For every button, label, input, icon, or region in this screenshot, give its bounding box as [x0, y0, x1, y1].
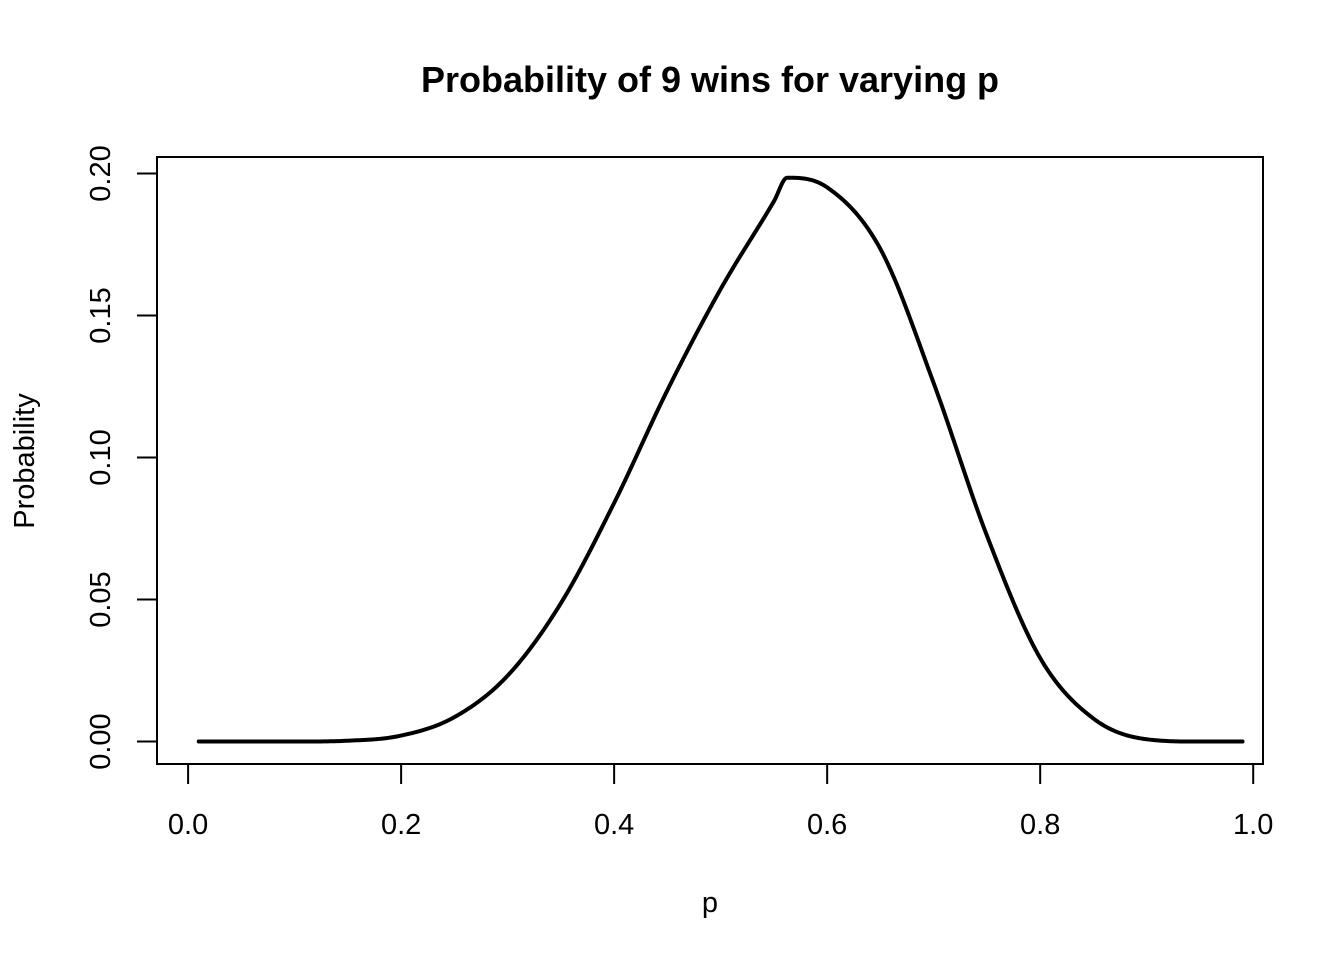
- y-tick-label: 0.15: [85, 287, 117, 343]
- x-tick-label: 0.8: [1020, 809, 1060, 841]
- y-tick-label: 0.10: [85, 429, 117, 485]
- y-axis-label: Probability: [9, 393, 41, 529]
- x-axis: 0.0 0.2 0.4 0.6 0.8 1.0: [168, 763, 1273, 841]
- x-tick-label: 1.0: [1233, 809, 1273, 841]
- plot-frame: [156, 156, 1264, 765]
- y-tick-label: 0.20: [85, 145, 117, 201]
- x-tick-label: 0.2: [381, 809, 421, 841]
- x-tick-label: 0.4: [594, 809, 634, 841]
- x-tick-label: 0.0: [168, 809, 208, 841]
- probability-curve: [196, 175, 1245, 744]
- x-axis-label: p: [702, 887, 718, 919]
- y-axis: 0.00 0.05 0.10 0.15 0.20: [85, 145, 158, 770]
- x-tick-label: 0.6: [807, 809, 847, 841]
- chart-title: Probability of 9 wins for varying p: [421, 59, 999, 100]
- y-tick-label: 0.05: [85, 571, 117, 627]
- y-tick-label: 0.00: [85, 713, 117, 769]
